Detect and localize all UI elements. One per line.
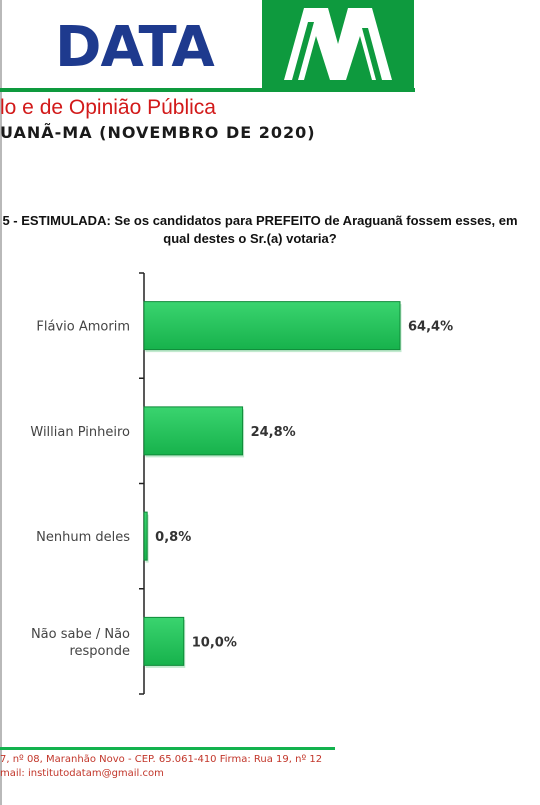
bar-1 [143, 406, 244, 456]
survey-location-date: UANÃ-MA (NOVEMBRO DE 2020) [0, 123, 316, 142]
page-edge [0, 0, 2, 805]
category-label-1: Willian Pinheiro [30, 425, 130, 440]
bar-2 [143, 511, 148, 561]
bar-chart: 64,4% Flávio Amorim 24,8% Willian Pinheiro 0… [30, 272, 453, 695]
logo-m-mark [284, 8, 392, 80]
question-line-2: qual destes o Sr.(a) votaria? [163, 231, 337, 246]
bar-0 [143, 301, 401, 351]
data-label-3: 10,0% [192, 635, 237, 650]
datam-logo: DATA [0, 0, 540, 95]
logo-underline [0, 88, 415, 92]
category-label-2: Nenhum deles [36, 530, 130, 545]
category-label-3: responde [69, 644, 130, 659]
institute-subtitle: lo e de Opinião Pública [0, 96, 216, 119]
logo-text: DATA [55, 15, 215, 80]
footer-address: 7, nº 08, Maranhão Novo - CEP. 65.061-41… [0, 754, 323, 765]
footer-email: mail: institutodatam@gmail.com [0, 768, 164, 779]
bar-3 [143, 616, 185, 666]
category-label-3: Não sabe / Não [31, 627, 130, 642]
logo-m-block [262, 0, 414, 90]
data-label-2: 0,8% [155, 530, 191, 545]
question-line-1: 5 - ESTIMULADA: Se os candidatos para PR… [2, 213, 518, 228]
data-label-0: 64,4% [408, 320, 453, 335]
data-label-1: 24,8% [251, 425, 296, 440]
footer-divider [0, 747, 335, 750]
category-label-0: Flávio Amorim [36, 320, 130, 335]
